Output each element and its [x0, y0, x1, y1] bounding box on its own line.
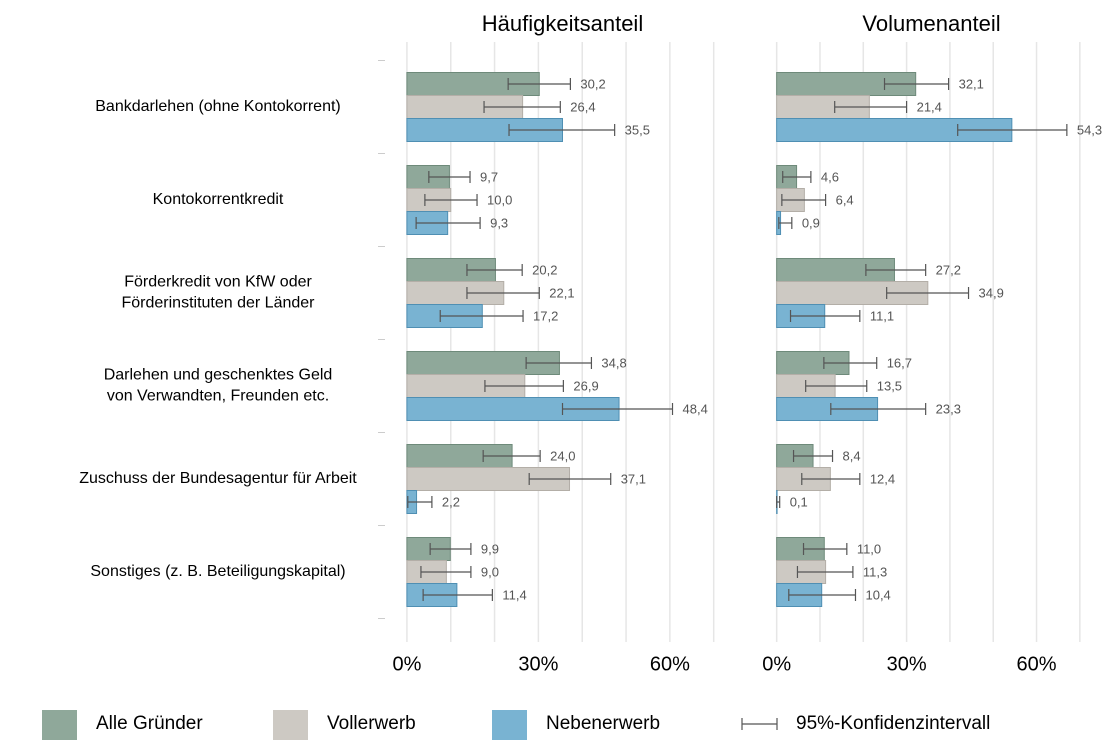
- value-label: 35,5: [625, 122, 650, 137]
- error-bar: [422, 589, 493, 601]
- value-label: 34,8: [601, 355, 626, 370]
- error-bar: [484, 380, 564, 392]
- value-label: 27,2: [936, 262, 961, 277]
- value-label: 30,2: [580, 76, 605, 91]
- error-bar: [805, 380, 868, 392]
- error-bar: [429, 543, 472, 555]
- error-bar: [865, 264, 927, 276]
- value-label: 12,4: [870, 471, 895, 486]
- x-tick-label: 30%: [887, 653, 927, 675]
- legend-label: Nebenerwerb: [546, 713, 660, 734]
- error-bar: [886, 287, 970, 299]
- value-label: 8,4: [843, 448, 861, 463]
- value-label: 11,1: [870, 308, 894, 323]
- legend-label: Alle Gründer: [96, 713, 203, 734]
- value-label: 23,3: [936, 401, 961, 416]
- value-label: 13,5: [877, 378, 902, 393]
- value-label: 9,3: [490, 215, 508, 230]
- value-label: 24,0: [550, 448, 575, 463]
- error-bar: [782, 171, 812, 183]
- legend-label: Vollerwerb: [327, 713, 416, 734]
- category-label: Sonstiges (z. B. Beteiligungskapital): [90, 563, 345, 580]
- category-label-line: Förderinstituten der Länder: [122, 295, 316, 312]
- error-bar: [823, 357, 878, 369]
- error-bar: [957, 124, 1068, 136]
- value-label: 26,4: [570, 99, 595, 114]
- value-label: 0,9: [802, 215, 820, 230]
- error-bar: [415, 217, 481, 229]
- value-label: 54,3: [1077, 122, 1102, 137]
- category-label: Förderkredit von KfW oder Förderinstitute…: [122, 274, 316, 312]
- value-label: 32,1: [959, 76, 984, 91]
- category-label: Zuschuss der Bundesagentur für Arbeit: [79, 470, 357, 487]
- error-bar: [778, 217, 793, 229]
- category-label: Kontokorrentkredit: [153, 191, 284, 208]
- value-label: 9,7: [480, 169, 498, 184]
- error-bar: [802, 543, 848, 555]
- error-bar: [407, 496, 433, 508]
- category-label: Bankdarlehen (ohne Kontokorrent): [95, 98, 341, 115]
- category-label-line: Darlehen und geschenktes Geld: [104, 367, 333, 384]
- value-label: 6,4: [836, 192, 854, 207]
- error-bar: [834, 101, 908, 113]
- error-bar: [792, 450, 834, 462]
- error-bar: [776, 496, 781, 508]
- value-label: 10,0: [487, 192, 512, 207]
- x-tick-label: 60%: [1017, 653, 1057, 675]
- error-bar: [483, 101, 561, 113]
- legend-swatch: [492, 710, 527, 740]
- legend-swatch: [273, 710, 308, 740]
- value-label: 11,3: [863, 564, 887, 579]
- error-bar: [883, 78, 950, 90]
- error-bar: [830, 403, 927, 415]
- value-label: 0,1: [790, 494, 808, 509]
- x-tick-label: 0%: [762, 653, 791, 675]
- x-tick-label: 0%: [392, 653, 421, 675]
- error-bar: [507, 78, 571, 90]
- x-tick-label: 30%: [518, 653, 558, 675]
- value-label: 20,2: [532, 262, 557, 277]
- error-bar: [528, 473, 612, 485]
- value-label: 16,7: [887, 355, 912, 370]
- value-label: 22,1: [549, 285, 574, 300]
- value-label: 21,4: [917, 99, 942, 114]
- error-bar: [424, 194, 478, 206]
- value-label: 10,4: [865, 587, 890, 602]
- value-label: 34,9: [979, 285, 1004, 300]
- panel-title: Volumenanteil: [862, 11, 1000, 36]
- error-bar: [482, 450, 541, 462]
- value-label: 17,2: [533, 308, 558, 323]
- error-bar: [796, 566, 854, 578]
- category-label-line: von Verwandten, Freunden etc.: [107, 388, 329, 405]
- panel-title: Häufigkeitsanteil: [482, 11, 643, 36]
- value-label: 37,1: [621, 471, 646, 486]
- error-bar: [781, 194, 827, 206]
- error-bar: [561, 403, 674, 415]
- error-bar: [789, 310, 861, 322]
- category-label: Darlehen und geschenktes Geld von Verwand…: [104, 367, 333, 405]
- error-bar: [466, 264, 523, 276]
- error-bar: [428, 171, 471, 183]
- error-bar: [508, 124, 616, 136]
- error-bar: [788, 589, 857, 601]
- error-bar: [801, 473, 861, 485]
- value-label: 2,2: [442, 494, 460, 509]
- error-bar: [420, 566, 472, 578]
- value-label: 11,4: [502, 587, 526, 602]
- category-label-line: Förderkredit von KfW oder: [124, 274, 312, 291]
- value-label: 48,4: [683, 401, 708, 416]
- value-label: 9,0: [481, 564, 499, 579]
- value-label: 11,0: [857, 541, 881, 556]
- legend-label: 95%-Konfidenzintervall: [796, 713, 990, 734]
- value-label: 4,6: [821, 169, 839, 184]
- value-label: 26,9: [573, 378, 598, 393]
- legend-swatch: [42, 710, 77, 740]
- error-bar: [439, 310, 524, 322]
- x-tick-label: 60%: [650, 653, 690, 675]
- error-bar: [466, 287, 540, 299]
- value-label: 9,9: [481, 541, 499, 556]
- error-bar: [525, 357, 593, 369]
